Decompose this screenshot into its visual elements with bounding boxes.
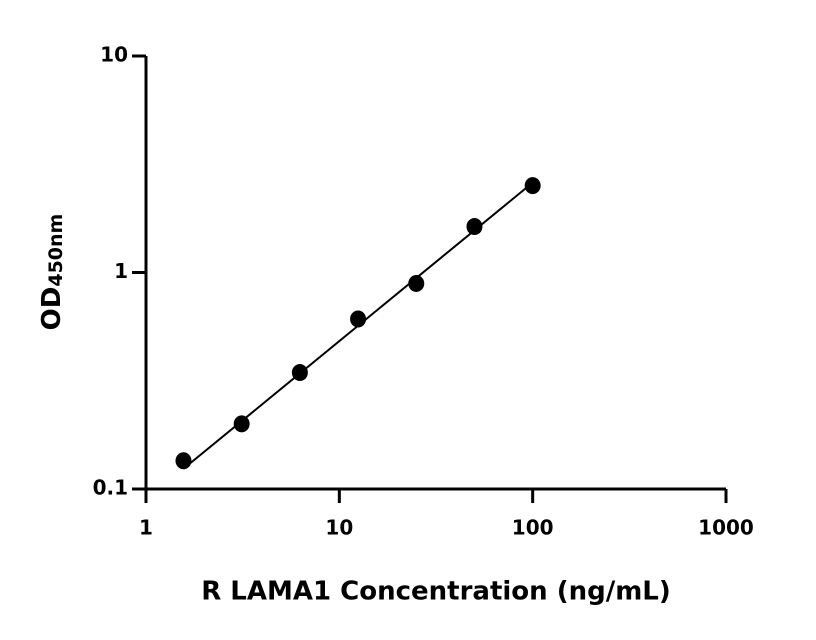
y-tick-label: 10: [100, 43, 128, 67]
y-axis-label-group: OD450nm: [37, 214, 67, 331]
data-point: [408, 274, 425, 292]
x-axis-label: R LAMA1 Concentration (ng/mL): [201, 577, 671, 607]
data-point: [524, 177, 541, 195]
data-point: [291, 364, 308, 382]
data-point: [350, 310, 367, 328]
data-point: [175, 452, 192, 470]
y-axis-label: OD450nm: [37, 214, 67, 331]
x-tick-label: 10: [325, 516, 353, 540]
data-point: [466, 218, 483, 236]
x-tick-label: 1000: [698, 516, 754, 540]
y-axis-label-subscript: 450nm: [45, 214, 67, 287]
y-axis-label-main: OD: [37, 287, 67, 331]
data-point: [233, 415, 250, 433]
y-tick-label: 1: [114, 259, 128, 283]
x-tick-label: 1: [139, 516, 153, 540]
y-tick-label: 0.1: [93, 476, 128, 500]
x-tick-label: 100: [512, 516, 554, 540]
